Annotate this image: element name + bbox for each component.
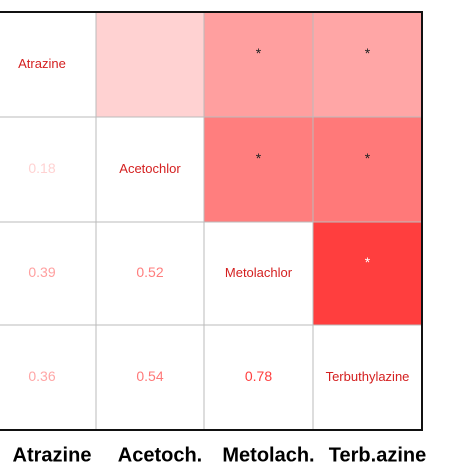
cell	[203, 324, 314, 431]
cell	[312, 324, 423, 431]
cell	[95, 11, 205, 118]
variable-label: Atrazine	[18, 56, 66, 71]
cell	[312, 221, 423, 326]
cell	[312, 11, 423, 118]
cell	[203, 11, 314, 118]
correlation-value: 0.52	[136, 264, 163, 280]
cell	[95, 324, 205, 431]
correlation-value: 0.39	[28, 264, 55, 280]
significance-marker: *	[365, 150, 371, 166]
variable-label: Terbuthylazine	[326, 369, 410, 384]
cell	[0, 11, 97, 118]
correlation-value: 0.36	[28, 368, 55, 384]
cell	[0, 116, 97, 223]
cell	[203, 221, 314, 326]
cell	[203, 116, 314, 223]
x-axis-label: Acetoch.	[118, 444, 202, 466]
cell	[0, 221, 97, 326]
cell	[95, 116, 205, 223]
cell	[312, 116, 423, 223]
significance-marker: *	[365, 254, 371, 270]
significance-marker: *	[365, 45, 371, 61]
frame	[0, 11, 423, 431]
correlation-value: 0.78	[245, 368, 272, 384]
correlation-value: 0.18	[28, 160, 55, 176]
correlation-value: 0.54	[136, 368, 163, 384]
variable-label: Acetochlor	[119, 161, 181, 176]
cell	[95, 221, 205, 326]
x-axis-label: Terb.azine	[329, 444, 426, 466]
variable-label: Metolachlor	[225, 265, 293, 280]
significance-marker: *	[256, 150, 262, 166]
significance-marker: *	[256, 45, 262, 61]
x-axis-label: Metolach.	[222, 444, 314, 466]
x-axis-label: Atrazine	[13, 444, 92, 466]
